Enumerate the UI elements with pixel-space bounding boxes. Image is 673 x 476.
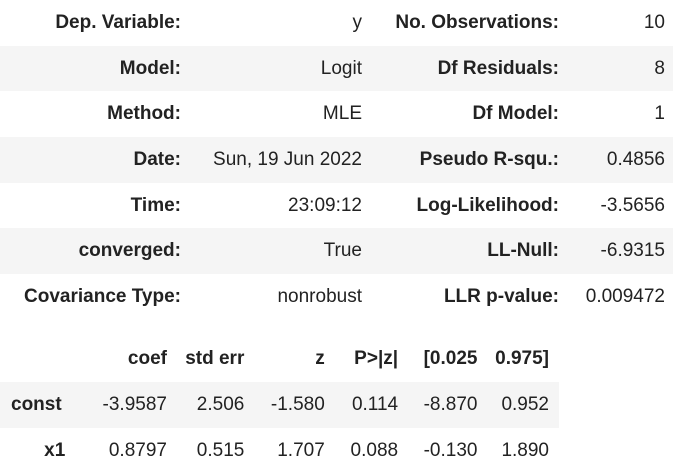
table-row: converged: True LL-Null: -6.9315 xyxy=(0,228,673,275)
row-name-const: const xyxy=(11,394,62,415)
cell-coef: 0.8797 xyxy=(108,440,167,461)
table-row: Date: Sun, 19 Jun 2022 Pseudo R-squ.: 0.… xyxy=(0,137,673,183)
label-model: Model: xyxy=(119,57,181,79)
table-row: x1 0.8797 0.515 1.707 0.088 -0.130 1.890 xyxy=(0,428,559,474)
cell-p-value: 0.114 xyxy=(351,394,399,415)
label-method: Method: xyxy=(107,103,181,125)
table-row: Method: MLE Df Model: 1 xyxy=(0,91,673,137)
table-row: Dep. Variable: y No. Observations: 10 xyxy=(0,0,673,46)
label-no-observations: No. Observations: xyxy=(395,11,559,33)
value-llr-p-value: 0.009472 xyxy=(585,285,665,307)
label-df-model: Df Model: xyxy=(472,103,559,125)
value-df-model: 1 xyxy=(654,103,665,125)
value-dep-variable: y xyxy=(352,11,363,33)
cell-ci-lower: -8.870 xyxy=(423,394,478,415)
value-ll-null: -6.9315 xyxy=(600,240,665,262)
value-date: Sun, 19 Jun 2022 xyxy=(213,148,362,170)
cell-p-value: 0.088 xyxy=(350,440,399,461)
header-p-value: P>|z| xyxy=(354,348,399,369)
header-z: z xyxy=(315,348,325,369)
cell-ci-lower: -0.130 xyxy=(423,440,478,461)
label-llr-p-value: LLR p-value: xyxy=(443,285,559,307)
row-name-x1: x1 xyxy=(44,440,66,461)
cell-std-err: 0.515 xyxy=(196,440,245,461)
label-log-likelihood: Log-Likelihood: xyxy=(416,194,559,216)
value-df-residuals: 8 xyxy=(654,57,665,79)
table-row: const -3.9587 2.506 -1.580 0.114 -8.870 … xyxy=(0,382,559,428)
cell-std-err: 2.506 xyxy=(196,394,245,415)
header-blank xyxy=(0,336,73,382)
coef-header-row: coef std err z P>|z| [0.025 0.975] xyxy=(0,336,559,382)
cell-ci-upper: 1.890 xyxy=(501,440,549,461)
header-ci-upper: 0.975] xyxy=(495,348,549,369)
label-dep-variable: Dep. Variable: xyxy=(55,11,181,33)
header-ci-lower: [0.025 xyxy=(423,348,478,369)
model-summary-table: Dep. Variable: y No. Observations: 10 Mo… xyxy=(0,0,673,320)
coefficient-table: coef std err z P>|z| [0.025 0.975] const… xyxy=(0,336,559,474)
value-no-observations: 10 xyxy=(643,11,665,33)
table-row: Model: Logit Df Residuals: 8 xyxy=(0,45,673,92)
value-converged: True xyxy=(323,240,362,262)
value-pseudo-r-squared: 0.4856 xyxy=(606,148,665,170)
label-time: Time: xyxy=(130,194,181,216)
label-ll-null: LL-Null: xyxy=(487,240,559,262)
value-method: MLE xyxy=(322,103,362,125)
header-coef: coef xyxy=(127,348,167,369)
cell-z: 1.707 xyxy=(277,440,325,461)
label-date: Date: xyxy=(133,148,181,170)
value-covariance-type: nonrobust xyxy=(277,285,362,307)
value-time: 23:09:12 xyxy=(288,194,362,216)
label-covariance-type: Covariance Type: xyxy=(24,285,181,307)
table-row: Time: 23:09:12 Log-Likelihood: -3.5656 xyxy=(0,183,673,229)
cell-ci-upper: 0.952 xyxy=(501,394,549,415)
header-std-err: std err xyxy=(185,348,245,369)
table-row: Covariance Type: nonrobust LLR p-value: … xyxy=(0,274,673,320)
value-model: Logit xyxy=(320,57,362,79)
cell-coef: -3.9587 xyxy=(102,394,167,415)
cell-z: -1.580 xyxy=(270,394,325,415)
value-log-likelihood: -3.5656 xyxy=(600,194,665,216)
label-df-residuals: Df Residuals: xyxy=(437,57,559,79)
label-converged: converged: xyxy=(78,240,181,262)
label-pseudo-r-squared: Pseudo R-squ.: xyxy=(419,148,559,170)
